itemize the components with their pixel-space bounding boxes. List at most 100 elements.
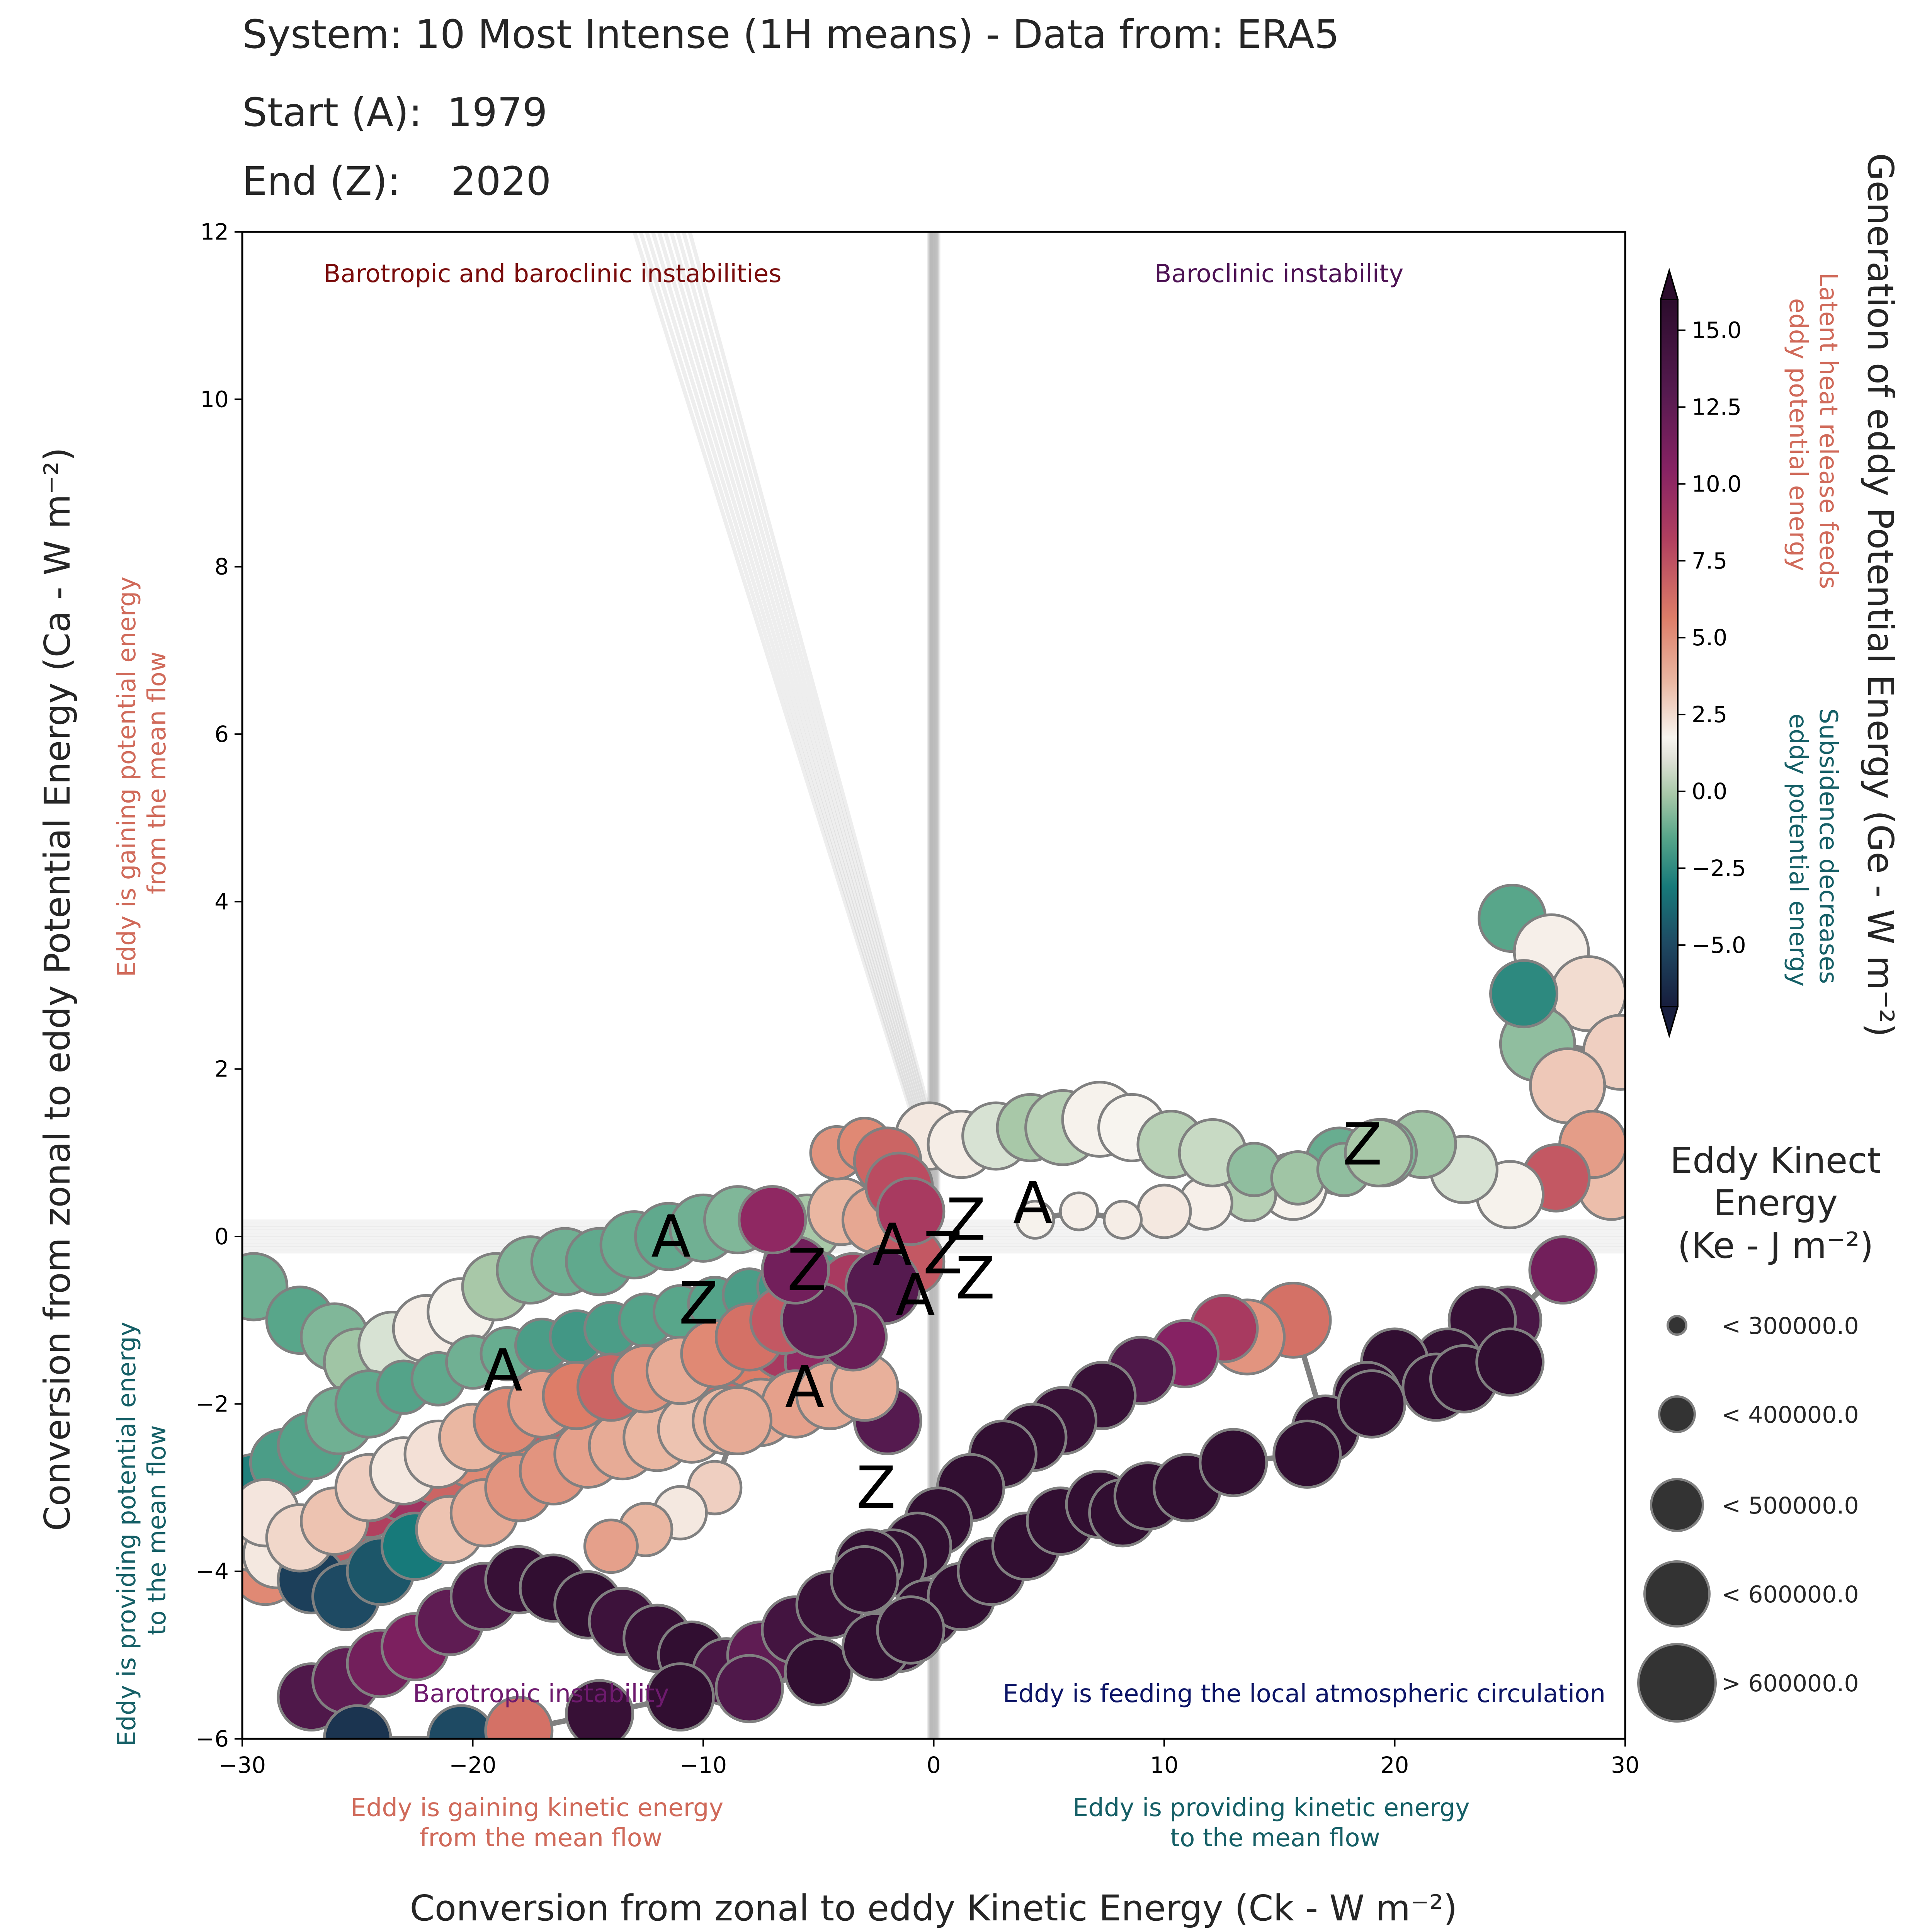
data-point: [876, 1177, 946, 1246]
data-point: [1015, 1200, 1055, 1240]
end-marker-label: Z: [923, 1220, 963, 1287]
colorbar-tick-label: 12.5: [1692, 394, 1742, 420]
y-axis-ticks: −6 −4 −2 0 2 4 6 8 10 12: [196, 219, 242, 1752]
colorbar-tick-label: −5.0: [1692, 932, 1746, 958]
chart-title-line: System: 10 Most Intense (1H means) - Dat…: [242, 12, 1340, 58]
colorbar-extend-bottom: [1660, 1006, 1679, 1039]
end-marker-label: Z: [946, 1187, 986, 1254]
data-point: [323, 1704, 392, 1739]
colorbar-tick-label: −2.5: [1692, 855, 1746, 881]
diagonal-guide-line: [663, 232, 923, 1112]
x-axis-ticks: −30 −20 −10 0 10 20 30: [219, 1739, 1639, 1778]
x-tick-label: 10: [1150, 1752, 1179, 1778]
colorbar-note-negative: Subsidence decreases eddy potential ener…: [1784, 708, 1842, 992]
colorbar-tick-label: 5.0: [1692, 624, 1727, 651]
diagonal-guide-line: [632, 232, 913, 1112]
x-annotation-right-line1: Eddy is providing kinetic energy: [1073, 1794, 1470, 1822]
x-tick-label: −30: [219, 1752, 266, 1778]
y-annotation-bottom-line1: Eddy is providing potential energy: [113, 1321, 141, 1747]
y-tick-label: 10: [200, 386, 229, 412]
colorbar-note-positive-line2: eddy potential energy: [1784, 298, 1812, 571]
size-legend-label: < 400000.0: [1721, 1401, 1859, 1429]
y-tick-label: 4: [214, 888, 229, 915]
start-label: Start (A): 1979: [242, 90, 548, 136]
x-tick-label: 20: [1381, 1752, 1409, 1778]
size-legend-label: > 600000.0: [1721, 1670, 1859, 1697]
diagonal-guide-line: [638, 232, 915, 1112]
quadrant-label-top-right: Baroclinic instability: [1155, 260, 1404, 288]
diagonal-guide-line: [645, 232, 917, 1112]
x-tick-label: −20: [449, 1752, 496, 1778]
quadrant-label-bottom-left: Barotropic instability: [413, 1680, 669, 1708]
size-legend: < 300000.0 < 400000.0 < 500000.0 < 600000.0…: [1637, 1313, 1859, 1723]
start-marker-label: A: [895, 1262, 935, 1329]
start-marker-label: A: [483, 1337, 523, 1405]
colorbar-note-negative-line2: eddy potential energy: [1784, 714, 1812, 987]
end-marker-label: Z: [955, 1245, 995, 1312]
colorbar-tick-label: 0.0: [1692, 778, 1727, 804]
data-point: [714, 1654, 784, 1723]
diagonal-guide-line: [675, 232, 927, 1112]
data-point: [784, 1637, 853, 1707]
end-marker-label: Z: [679, 1270, 719, 1337]
y-axis-title: Conversion from zonal to eddy Potential …: [37, 447, 78, 1531]
data-point: [1489, 959, 1559, 1029]
data-point: [565, 1679, 634, 1739]
x-annotation-left: Eddy is gaining kinetic energy from the …: [350, 1794, 731, 1852]
diagonal-guide-line: [651, 232, 919, 1112]
start-marker-label: A: [785, 1354, 825, 1421]
colorbar-ticks: −5.0 −2.5 0.0 2.5 5.0 7.5 10.0 12.5 15.0: [1678, 317, 1746, 958]
data-point: [703, 1386, 772, 1456]
colorbar-tick-label: 2.5: [1692, 701, 1727, 728]
start-marker-label: A: [1013, 1170, 1053, 1237]
colorbar-extend-top: [1660, 267, 1679, 300]
quadrant-label-bottom-right: Eddy is feeding the local atmospheric ci…: [1003, 1680, 1605, 1708]
size-legend-label: < 600000.0: [1721, 1581, 1859, 1608]
data-point: [876, 1595, 946, 1665]
data-point: [1475, 1327, 1545, 1397]
y-tick-label: −6: [196, 1726, 229, 1752]
colorbar-tick-label: 7.5: [1692, 548, 1727, 574]
x-annotation-right: Eddy is providing kinetic energy to the …: [1073, 1794, 1478, 1852]
y-tick-label: 2: [214, 1056, 229, 1082]
zero-guide-lines: [242, 232, 1625, 1739]
y-tick-label: 0: [214, 1223, 229, 1250]
x-tick-label: 0: [927, 1752, 941, 1778]
diagonal-guide-line: [681, 232, 929, 1112]
size-legend-title-line2: Energy: [1713, 1182, 1838, 1224]
size-legend-marker: [1637, 1643, 1717, 1723]
diagonal-guide-line: [669, 232, 925, 1112]
y-annotation-top-line1: Eddy is gaining potential energy: [113, 577, 141, 977]
data-point: [1136, 1184, 1192, 1239]
data-point: [830, 1545, 900, 1614]
x-annotation-left-line2: from the mean flow: [420, 1824, 662, 1852]
y-tick-label: 8: [214, 554, 229, 580]
y-tick-label: −2: [196, 1391, 229, 1417]
x-tick-label: −10: [680, 1752, 727, 1778]
data-point: [1344, 1118, 1413, 1187]
size-legend-marker: [1650, 1478, 1704, 1532]
size-legend-label: < 500000.0: [1721, 1492, 1859, 1519]
data-point: [738, 1185, 807, 1255]
y-tick-label: 6: [214, 721, 229, 747]
colorbar: [1660, 299, 1679, 1007]
colorbar-note-positive: Latent heat release feeds eddy potential…: [1784, 272, 1842, 597]
size-legend-title-line1: Eddy Kinect: [1670, 1140, 1881, 1181]
size-legend-marker: [1643, 1560, 1711, 1628]
y-tick-label: 12: [200, 219, 229, 245]
diagonal-guide-line: [687, 232, 931, 1112]
y-annotation-top-line2: from the mean flow: [143, 651, 172, 894]
data-point: [645, 1662, 715, 1732]
end-marker-label: Z: [787, 1237, 827, 1304]
x-annotation-left-line1: Eddy is gaining kinetic energy: [350, 1794, 723, 1822]
quadrant-label-top-left: Barotropic and baroclinic instabilities: [323, 260, 781, 288]
size-legend-marker: [1667, 1315, 1687, 1336]
data-point: [1528, 1235, 1598, 1305]
y-annotation-top: Eddy is gaining potential energy from th…: [113, 568, 172, 977]
end-marker-label: Z: [856, 1454, 896, 1522]
data-point: [1199, 1428, 1268, 1497]
y-annotation-bottom-line2: to the mean flow: [143, 1425, 172, 1635]
